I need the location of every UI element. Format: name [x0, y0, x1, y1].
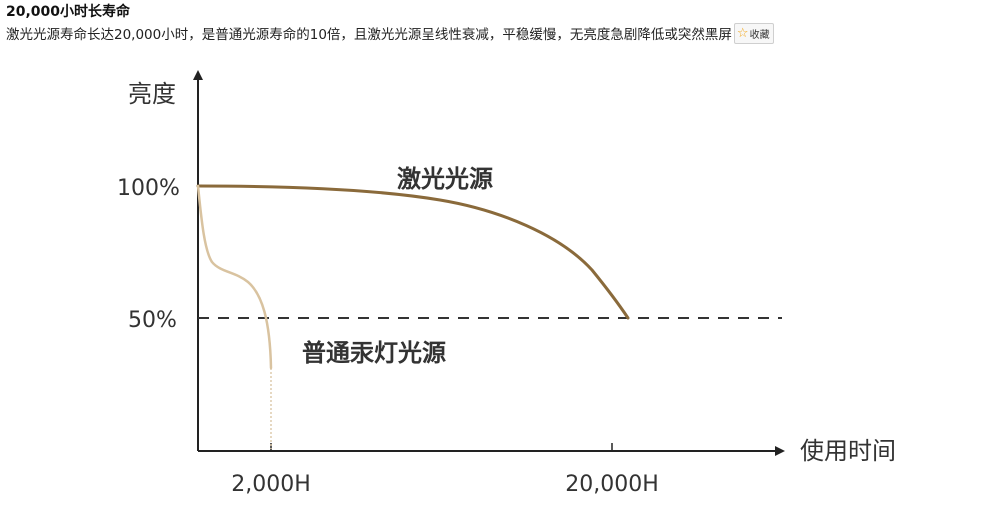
brightness-chart: 激光光源普通汞灯光源 亮度使用时间 100% 50% 2,000H 20,000H [0, 50, 1007, 527]
y-tick-label-50: 50% [128, 308, 177, 333]
reference-lines [198, 317, 782, 449]
x-tick-label-20000: 20,000H [565, 472, 659, 497]
page-title: 20,000小时长寿命 [6, 4, 131, 20]
favorite-label: 收藏 [749, 29, 770, 41]
series-label-mercury: 普通汞灯光源 [302, 339, 446, 367]
chart-series [196, 184, 630, 370]
y-axis-label: 亮度 [128, 80, 176, 108]
star-icon: ☆ [736, 25, 749, 41]
x-tick-label-2000: 2,000H [231, 472, 311, 497]
series-line-mercury [196, 184, 273, 370]
y-tick-label-100: 100% [117, 176, 180, 201]
series-line-laser [196, 184, 630, 320]
x-axis-label: 使用时间 [800, 437, 896, 465]
chart-axes [193, 70, 785, 456]
description-line: 激光光源寿命长达20,000小时，是普通光源寿命的10倍，且激光光源呈线性衰减，… [6, 22, 774, 44]
description-text: 激光光源寿命长达20,000小时，是普通光源寿命的10倍，且激光光源呈线性衰减，… [6, 27, 732, 43]
favorite-button[interactable]: ☆ 收藏 [733, 22, 774, 44]
series-label-laser: 激光光源 [397, 165, 493, 193]
